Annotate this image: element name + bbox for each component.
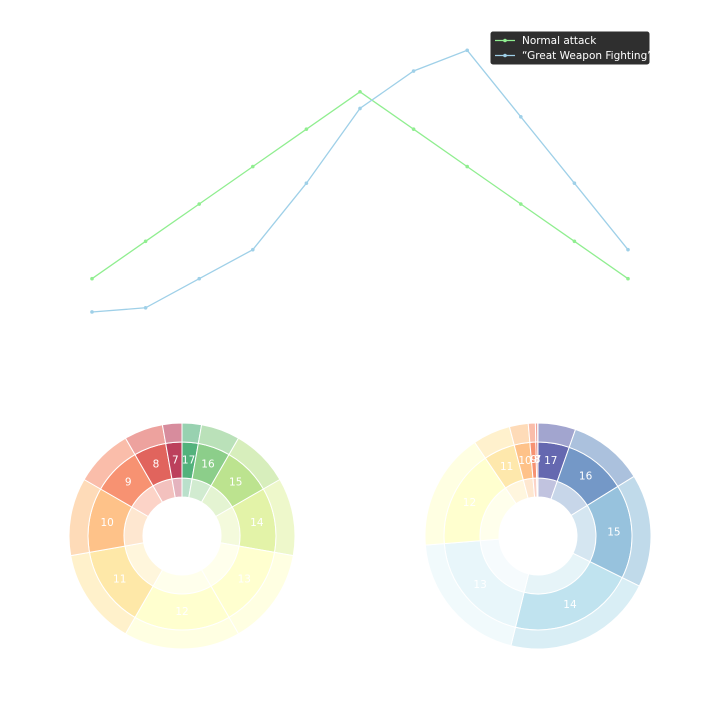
data-point-0-1 [143,239,148,244]
series-line-1 [91,49,629,313]
data-point-1-0 [90,310,94,314]
normal-wedge-label-17: 17 [182,454,195,466]
normal-wedge-label-15: 15 [229,476,242,488]
data-point-1-4 [304,181,309,185]
legend-label-gwf: “Great Weapon Fighting” [522,50,653,62]
gwf-wedge-label-11: 11 [500,461,513,473]
gwf-wedge-label-16: 16 [579,471,593,483]
data-point-1-7 [465,48,470,53]
normal-wedge-label-10: 10 [100,517,113,529]
normal-wedge-label-7: 7 [172,454,179,466]
normal-wedge-label-14: 14 [250,517,264,529]
gwf-wedge-label-9: 9 [530,454,537,466]
gwf-wedge-label-12: 12 [463,497,476,509]
gwf-wedge-label-15: 15 [607,526,620,538]
data-point-0-2 [197,202,201,206]
data-point-0-10 [626,276,630,281]
gwf-wedge-label-17: 17 [544,455,557,467]
data-point-1-6 [411,69,416,73]
normal-wedge-label-9: 9 [125,476,132,488]
line-chart [90,48,630,314]
legend-box [490,31,650,65]
data-point-0-5 [358,89,362,94]
data-point-0-8 [519,202,523,206]
gwf-wedge-label-10: 10 [518,455,531,467]
data-point-1-9 [572,181,577,185]
data-point-1-3 [251,247,255,252]
normal-outer-wedge-7 [161,422,183,445]
gwf-wedge-label-13: 13 [473,579,486,591]
data-point-0-3 [251,164,255,169]
gwf-wedge-label-8: 8 [534,454,541,466]
donut-chart-normal: 17 16 15 14 13 12 11 10 9 8 7 [68,422,296,650]
gwf-wedge-label-7: 7 [535,454,542,466]
data-point-1-10 [626,247,630,252]
normal-wedge-label-11: 11 [113,574,126,586]
data-point-0-9 [572,239,577,244]
legend-label-normal: Normal attack [522,35,597,47]
normal-wedge-label-8: 8 [153,459,160,471]
chart-legend: Normal attack “Great Weapon Fighting” [490,31,653,65]
data-point-0-6 [411,127,416,131]
data-point-0-0 [90,276,94,281]
data-point-1-5 [358,106,362,111]
data-point-0-4 [304,127,309,131]
normal-wedge-label-13: 13 [238,574,251,586]
data-point-0-7 [465,164,470,169]
normal-wedge-label-12: 12 [175,606,188,618]
legend-marker-normal [503,38,507,43]
gwf-outer-wedge-9 [527,422,537,443]
gwf-wedge-label-14: 14 [563,599,577,611]
data-point-1-8 [519,114,523,119]
series-line-0 [91,91,629,280]
data-point-1-2 [197,276,201,281]
legend-marker-gwf [503,53,507,58]
normal-wedge-label-16: 16 [201,459,215,471]
data-point-1-1 [143,306,148,310]
